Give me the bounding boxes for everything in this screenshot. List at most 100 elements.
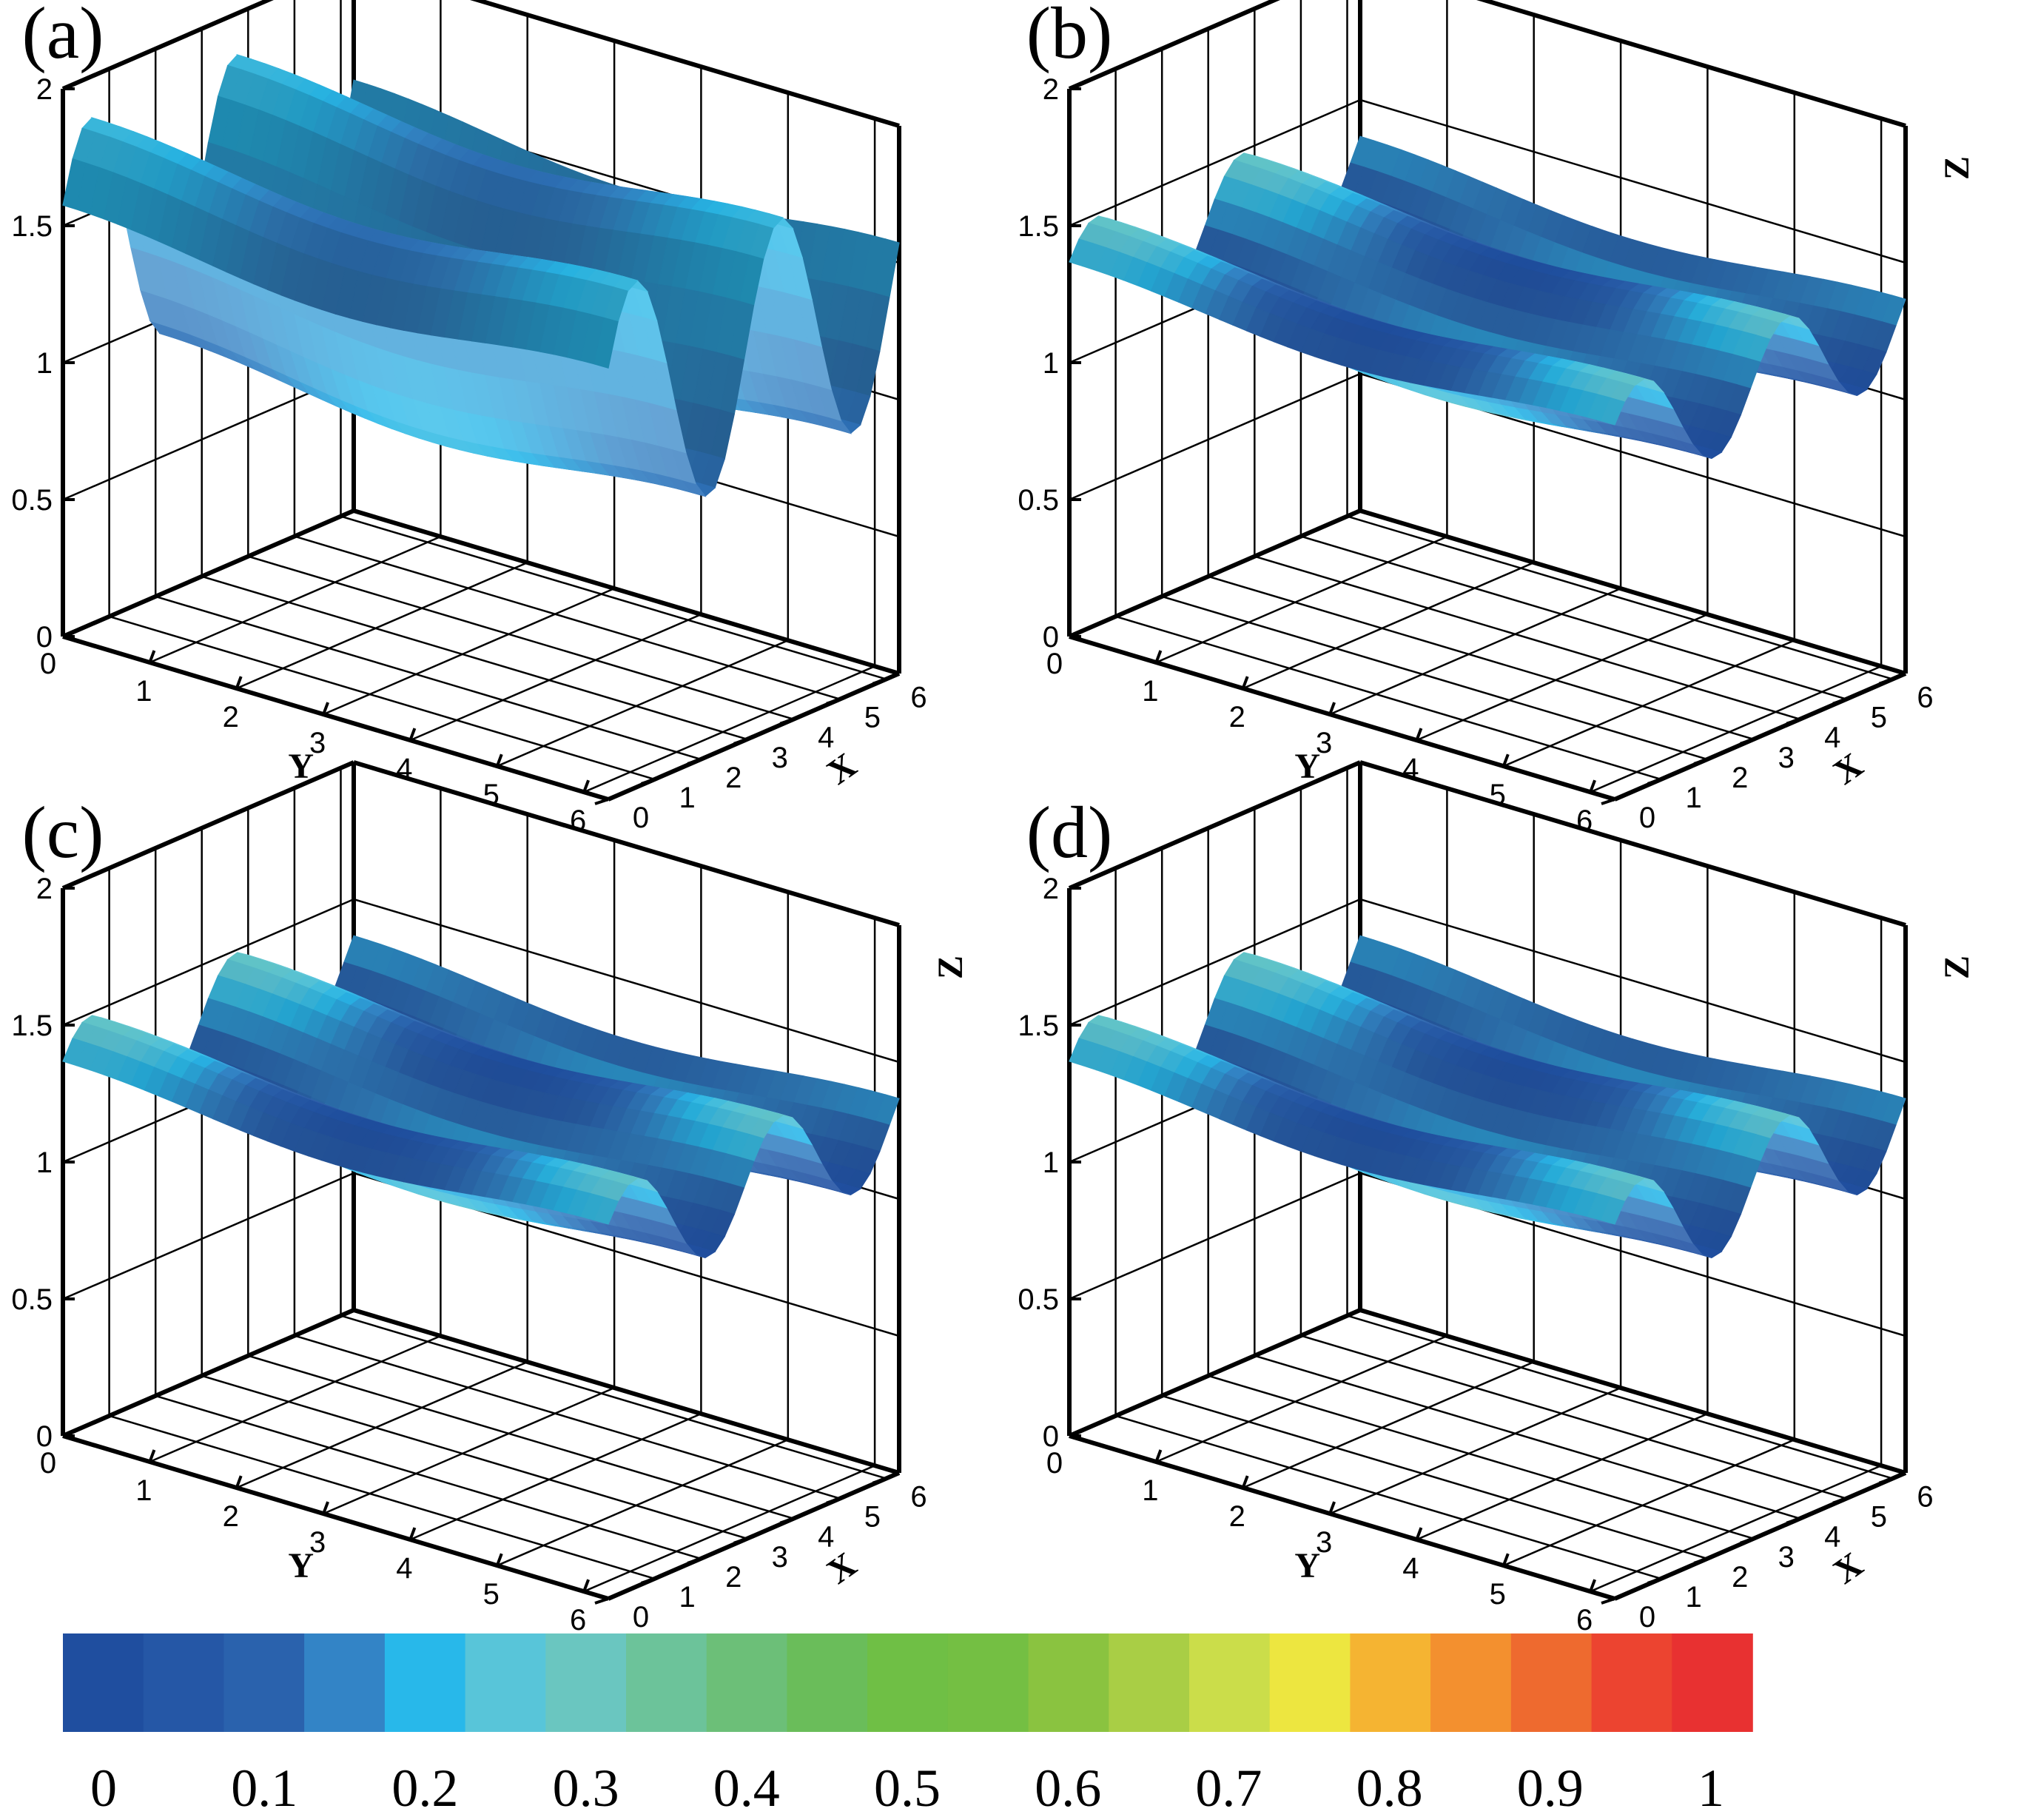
grid-line: [1590, 665, 1882, 793]
grid-line: [1115, 1414, 1661, 1580]
x-tick: [1786, 717, 1800, 725]
grid-line: [201, 575, 748, 740]
frame-edge: [1068, 760, 1362, 890]
x-tick-label: 6: [910, 1481, 927, 1514]
frame-edge: [61, 760, 355, 890]
frame-edge: [1068, 0, 1280, 91]
y-tick: [495, 753, 503, 767]
x-tick-label: 6: [1917, 682, 1933, 714]
grid-line: [1155, 535, 1447, 664]
x-tick: [872, 677, 887, 685]
z-tick-label: 0: [36, 621, 53, 654]
z-axis-label: Z: [931, 956, 970, 979]
x-tick: [733, 1537, 748, 1545]
x-tick-label: 0: [1639, 802, 1655, 834]
frame-edge: [353, 760, 900, 927]
grid-line: [247, 1354, 794, 1520]
x-tick: [1832, 697, 1847, 705]
grid-line: [62, 372, 354, 501]
y-axis-label: Y: [288, 1546, 314, 1585]
grid-line: [155, 595, 702, 761]
x-tick-label: 0: [633, 1601, 649, 1633]
x-tick-label: 5: [864, 702, 881, 734]
y-tick-label: 0: [1046, 648, 1063, 680]
y-tick-label: 1: [135, 675, 152, 708]
x-tick: [733, 737, 748, 745]
x-tick: [1693, 758, 1708, 765]
grid-line: [340, 515, 887, 680]
grid-line: [1069, 98, 1361, 227]
grid-line: [109, 1414, 655, 1580]
x-tick: [1740, 737, 1755, 745]
grid-line: [474, 0, 900, 127]
frame-edge: [61, 1308, 355, 1438]
grid-line: [1208, 1374, 1755, 1539]
grid-line: [1347, 515, 1893, 680]
grid-line: [1115, 615, 1661, 781]
x-tick: [779, 717, 794, 725]
grid-line: [149, 1334, 441, 1463]
grid-line: [1300, 1334, 1847, 1500]
grid-line: [1069, 0, 1277, 90]
z-tick-label: 1: [36, 1146, 53, 1179]
z-tick-label: 0.5: [1018, 484, 1059, 517]
grid-line: [323, 1386, 615, 1515]
frame-edge: [1476, 0, 1906, 128]
grid-line: [1242, 1360, 1535, 1489]
z-tick-label: 1.5: [11, 1010, 53, 1042]
x-tick: [1647, 778, 1662, 785]
x-tick: [872, 1477, 887, 1485]
y-tick-label: 0: [40, 1447, 56, 1480]
z-tick-label: 2: [36, 73, 53, 106]
x-tick: [1878, 677, 1894, 685]
surface: [1069, 135, 1906, 460]
panel-label: (d): [1026, 791, 1113, 873]
z-tick-label: 1.5: [1018, 210, 1059, 243]
x-tick-label: 4: [818, 1521, 834, 1554]
z-tick-label: 2: [36, 873, 53, 905]
y-tick: [408, 728, 417, 741]
frame-edge: [1069, 634, 1615, 802]
grid-line: [62, 1172, 354, 1300]
grid-line: [1069, 1172, 1361, 1300]
x-tick: [826, 1497, 841, 1505]
grid-line: [1481, 0, 1906, 127]
grid-line: [1300, 535, 1847, 700]
x-tick: [826, 697, 841, 705]
y-tick-label: 2: [223, 701, 239, 733]
x-tick-label: 4: [818, 722, 834, 754]
grid-line: [1161, 1394, 1708, 1560]
x-tick-label: 2: [1732, 762, 1748, 794]
frame-edge: [1613, 671, 1907, 802]
grid-line: [1503, 639, 1795, 768]
grid-line: [1242, 561, 1535, 690]
z-tick-label: 1: [36, 347, 53, 380]
x-tick: [640, 778, 656, 785]
grid-line: [1208, 575, 1755, 740]
y-tick-label: 3: [309, 727, 326, 759]
panel-label: (b): [1026, 0, 1113, 74]
frame-edge: [1359, 508, 1906, 676]
grid-line: [201, 1374, 748, 1539]
x-tick: [594, 1597, 609, 1605]
frame-edge: [470, 0, 900, 128]
grid-line: [1359, 98, 1906, 264]
grid-line: [1069, 372, 1361, 501]
y-tick-label: 6: [570, 1604, 586, 1636]
panel-label: (a): [22, 0, 104, 74]
grid-line: [409, 1412, 702, 1541]
z-tick-label: 1.5: [11, 210, 53, 243]
grid-line: [1416, 1412, 1708, 1541]
x-tick: [1601, 798, 1615, 805]
x-tick: [687, 1557, 702, 1565]
y-tick-label: 2: [223, 1500, 239, 1533]
grid-line: [1329, 587, 1621, 716]
grid-line: [294, 535, 841, 700]
x-tick-label: 5: [1871, 702, 1887, 734]
x-tick-label: 2: [725, 762, 742, 794]
x-tick-label: 6: [910, 682, 927, 714]
x-tick-label: 1: [679, 782, 695, 814]
